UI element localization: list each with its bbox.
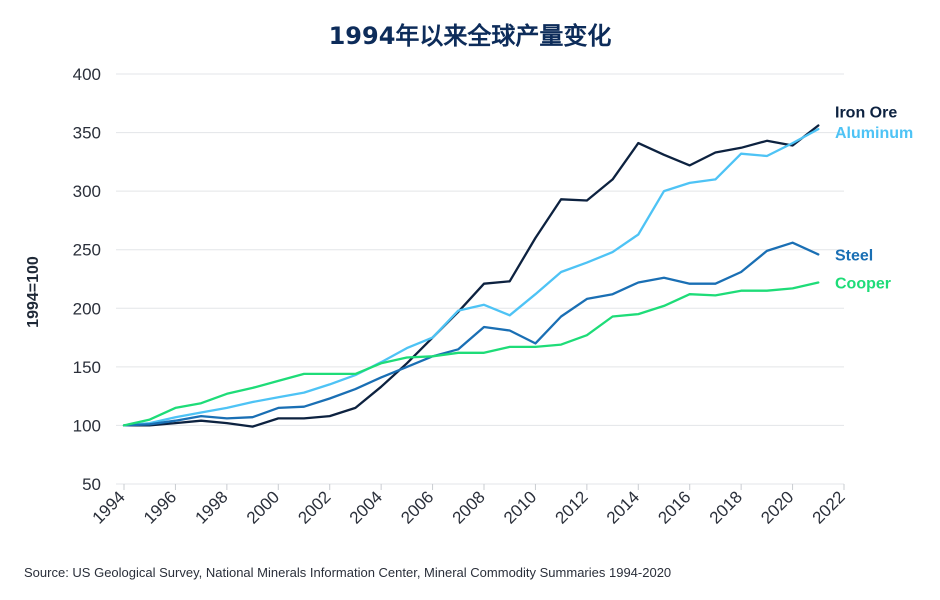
series-line-steel	[122, 241, 820, 427]
y-tick-label: 400	[73, 65, 101, 84]
source-note: Source: US Geological Survey, National M…	[24, 565, 671, 580]
y-axis-ticks: 50 100 150 200 250 300 350 400	[73, 65, 101, 494]
x-tick-label: 2010	[500, 487, 540, 527]
x-tick-label: 2014	[603, 487, 643, 527]
series-label-aluminum: Aluminum	[835, 125, 913, 142]
x-axis-ticks: 1994 1996 1998 2000 2002 2004 2006 2008 2010 2012…	[89, 484, 849, 528]
series-label-steel: Steel	[835, 247, 873, 264]
y-tick-label: 250	[73, 241, 101, 260]
x-tick-label: 2006	[397, 487, 437, 527]
y-tick-label: 100	[73, 416, 101, 435]
series-labels: Iron Ore Aluminum Steel Cooper	[835, 105, 913, 293]
x-tick-label: 2012	[552, 487, 592, 527]
x-tick-label: 1998	[192, 487, 232, 527]
x-tick-label: 2018	[706, 487, 746, 527]
series-line-aluminum	[122, 127, 820, 427]
y-tick-label: 300	[73, 182, 101, 201]
x-tick-label: 2008	[449, 487, 489, 527]
y-tick-label: 50	[82, 475, 101, 494]
x-tick-label: 2020	[757, 487, 797, 527]
series-line-cooper	[122, 281, 820, 427]
x-tick-label: 2000	[243, 487, 283, 527]
x-tick-label: 1996	[140, 487, 180, 527]
series-line-iron-ore	[122, 124, 820, 428]
x-tick-label: 2004	[346, 487, 386, 527]
y-tick-label: 150	[73, 358, 101, 377]
x-tick-label: 2022	[809, 487, 849, 527]
series-label-cooper: Cooper	[835, 276, 891, 293]
x-tick-label: 2016	[654, 487, 694, 527]
y-axis-label: 1994=100	[25, 256, 42, 328]
y-tick-label: 200	[73, 299, 101, 318]
x-tick-label: 2002	[294, 487, 334, 527]
series-lines	[122, 124, 820, 428]
series-label-iron-ore: Iron Ore	[835, 105, 897, 122]
chart-title: 1994年以来全球产量变化	[329, 22, 612, 50]
y-tick-label: 350	[73, 124, 101, 143]
